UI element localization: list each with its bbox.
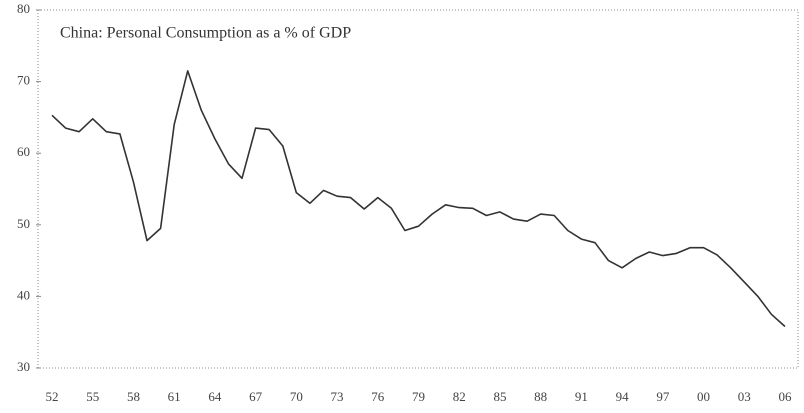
y-tick-label: 50 (17, 216, 30, 231)
x-tick-label: 73 (331, 389, 344, 404)
x-tick-label: 67 (249, 389, 263, 404)
line (51, 70, 786, 328)
x-tick-label: 58 (127, 389, 140, 404)
chart-title: China: Personal Consumption as a % of GD… (60, 25, 351, 42)
y-tick-label: 30 (17, 359, 30, 374)
plot-frame (37, 9, 799, 369)
y-tick-label: 40 (17, 287, 30, 302)
y-tick-label: 80 (17, 1, 30, 16)
x-tick-label: 06 (779, 389, 793, 404)
y-tick-label: 70 (17, 73, 30, 88)
x-tick-label: 00 (697, 389, 710, 404)
x-tick-label: 76 (371, 389, 385, 404)
x-tick-label: 97 (656, 389, 670, 404)
x-tick-label: 88 (534, 389, 547, 404)
y-tick-label: 60 (17, 144, 30, 159)
x-tick-label: 82 (453, 389, 466, 404)
x-tick-label: 55 (86, 389, 99, 404)
x-tick-label: 94 (616, 389, 630, 404)
x-tick-label: 03 (738, 389, 751, 404)
x-tick-label: 64 (208, 389, 222, 404)
x-tick-label: 52 (46, 389, 59, 404)
x-tick-label: 70 (290, 389, 303, 404)
x-tick-label: 85 (493, 389, 506, 404)
x-tick-label: 79 (412, 389, 425, 404)
x-tick-label: 61 (168, 389, 181, 404)
x-tick-label: 91 (575, 389, 588, 404)
